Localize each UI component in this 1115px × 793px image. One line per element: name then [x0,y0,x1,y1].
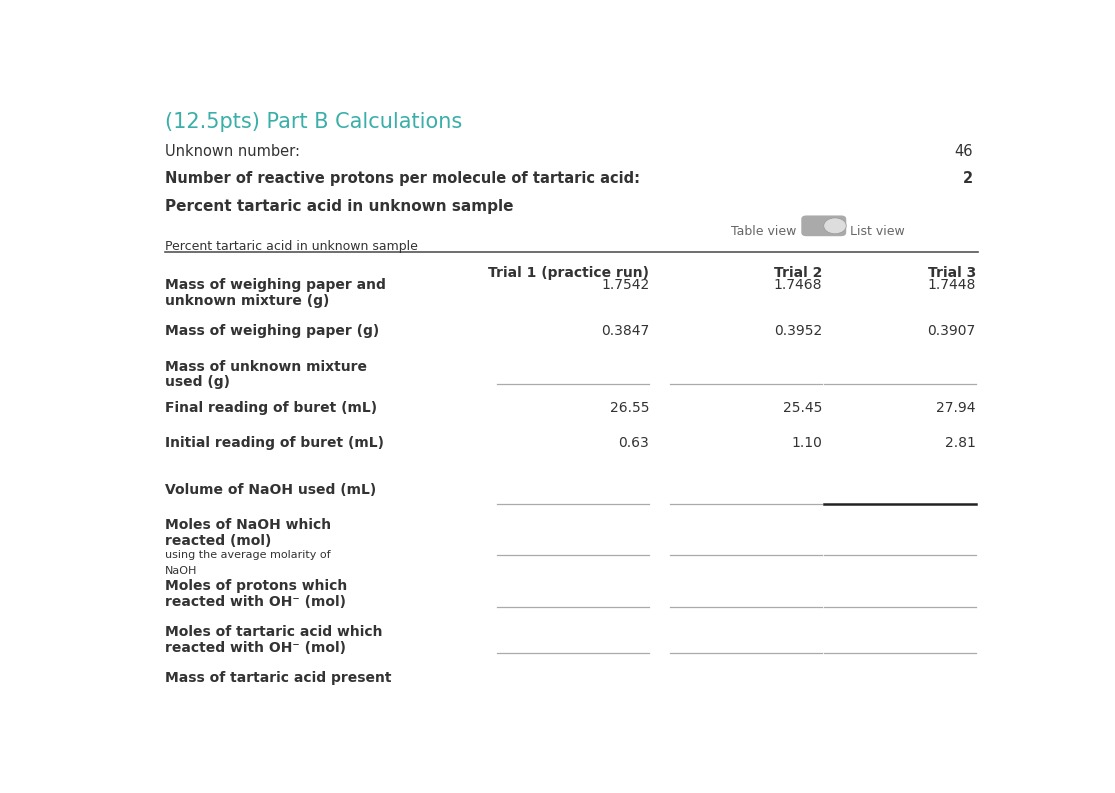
Text: 46: 46 [954,144,973,159]
Text: 26.55: 26.55 [610,401,649,415]
Text: 0.3952: 0.3952 [774,324,822,338]
Text: 0.3907: 0.3907 [928,324,976,338]
Text: Trial 1 (practice run): Trial 1 (practice run) [488,266,649,280]
Text: Unknown number:: Unknown number: [165,144,300,159]
Text: Table view: Table view [731,224,797,238]
Text: Trial 3: Trial 3 [928,266,976,280]
Text: (12.5pts) Part B Calculations: (12.5pts) Part B Calculations [165,113,463,132]
Text: 1.7448: 1.7448 [928,278,976,293]
Text: 0.3847: 0.3847 [601,324,649,338]
Text: Trial 2: Trial 2 [774,266,822,280]
Text: Final reading of buret (mL): Final reading of buret (mL) [165,401,377,415]
Text: Mass of tartaric acid present: Mass of tartaric acid present [165,671,391,685]
Text: 1.7468: 1.7468 [774,278,822,293]
Text: Mass of weighing paper (g): Mass of weighing paper (g) [165,324,379,338]
Text: Percent tartaric acid in unknown sample: Percent tartaric acid in unknown sample [165,240,418,254]
FancyBboxPatch shape [802,216,846,236]
Text: using the average molarity of: using the average molarity of [165,550,331,560]
Text: Moles of tartaric acid which: Moles of tartaric acid which [165,625,382,639]
Text: Mass of weighing paper and: Mass of weighing paper and [165,278,386,293]
Text: NaOH: NaOH [165,566,197,576]
Text: Moles of NaOH which: Moles of NaOH which [165,519,331,532]
Text: reacted with OH⁻ (mol): reacted with OH⁻ (mol) [165,641,347,655]
Circle shape [824,218,846,234]
Text: List view: List view [850,224,904,238]
Text: unknown mixture (g): unknown mixture (g) [165,294,330,308]
Text: Mass of unknown mixture: Mass of unknown mixture [165,359,367,374]
Text: 2: 2 [963,171,973,186]
Text: used (g): used (g) [165,375,231,389]
Text: 1.7542: 1.7542 [601,278,649,293]
Text: Percent tartaric acid in unknown sample: Percent tartaric acid in unknown sample [165,199,514,214]
Text: 27.94: 27.94 [937,401,976,415]
Text: 0.63: 0.63 [619,436,649,450]
Text: 2.81: 2.81 [946,436,976,450]
Text: reacted (mol): reacted (mol) [165,534,272,548]
Text: Moles of protons which: Moles of protons which [165,580,348,593]
Text: Volume of NaOH used (mL): Volume of NaOH used (mL) [165,483,377,497]
Text: 25.45: 25.45 [783,401,822,415]
Text: Number of reactive protons per molecule of tartaric acid:: Number of reactive protons per molecule … [165,171,640,186]
Text: reacted with OH⁻ (mol): reacted with OH⁻ (mol) [165,596,347,609]
Text: 1.10: 1.10 [792,436,822,450]
Text: Initial reading of buret (mL): Initial reading of buret (mL) [165,436,385,450]
